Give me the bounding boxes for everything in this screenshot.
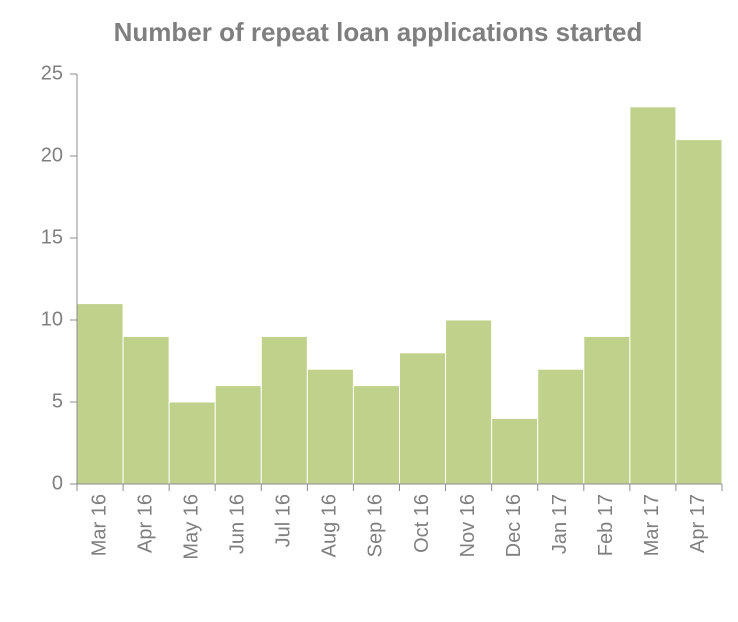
bar — [629, 106, 677, 485]
y-tick-label: 15 — [41, 226, 63, 248]
bar — [214, 385, 262, 485]
y-tick-label: 5 — [52, 390, 63, 412]
x-tick-label: Feb 17 — [595, 494, 617, 556]
x-tick-label: Mar 17 — [641, 494, 663, 556]
bar — [491, 417, 539, 485]
x-tick-label: Apr 17 — [687, 494, 709, 553]
bar — [260, 335, 308, 485]
x-tick-label: Jun 16 — [227, 494, 249, 554]
x-tick-label: Jul 16 — [273, 494, 295, 547]
bar — [399, 352, 447, 485]
bar — [537, 368, 585, 485]
y-tick-label: 0 — [52, 472, 63, 494]
x-tick-label: Oct 16 — [411, 494, 433, 553]
bar — [306, 368, 354, 485]
x-tick-label: May 16 — [180, 494, 202, 560]
x-tick-label: Nov 16 — [457, 494, 479, 557]
y-tick-label: 10 — [41, 308, 63, 330]
x-tick-label: Aug 16 — [319, 494, 341, 557]
y-tick-label: 25 — [41, 62, 63, 84]
bar — [122, 335, 170, 485]
chart-title: Number of repeat loan applications start… — [114, 17, 643, 47]
x-tick-label: Dec 16 — [503, 494, 525, 557]
y-tick-label: 20 — [41, 144, 63, 166]
bar — [445, 319, 493, 485]
bar — [583, 335, 631, 485]
x-tick-label: Sep 16 — [365, 494, 387, 557]
x-tick-label: Mar 16 — [88, 494, 110, 556]
bar — [76, 303, 124, 485]
bar — [352, 385, 400, 485]
bar — [675, 139, 723, 485]
x-tick-label: Apr 16 — [134, 494, 156, 553]
bar — [168, 401, 216, 485]
x-tick-label: Jan 17 — [549, 494, 571, 554]
